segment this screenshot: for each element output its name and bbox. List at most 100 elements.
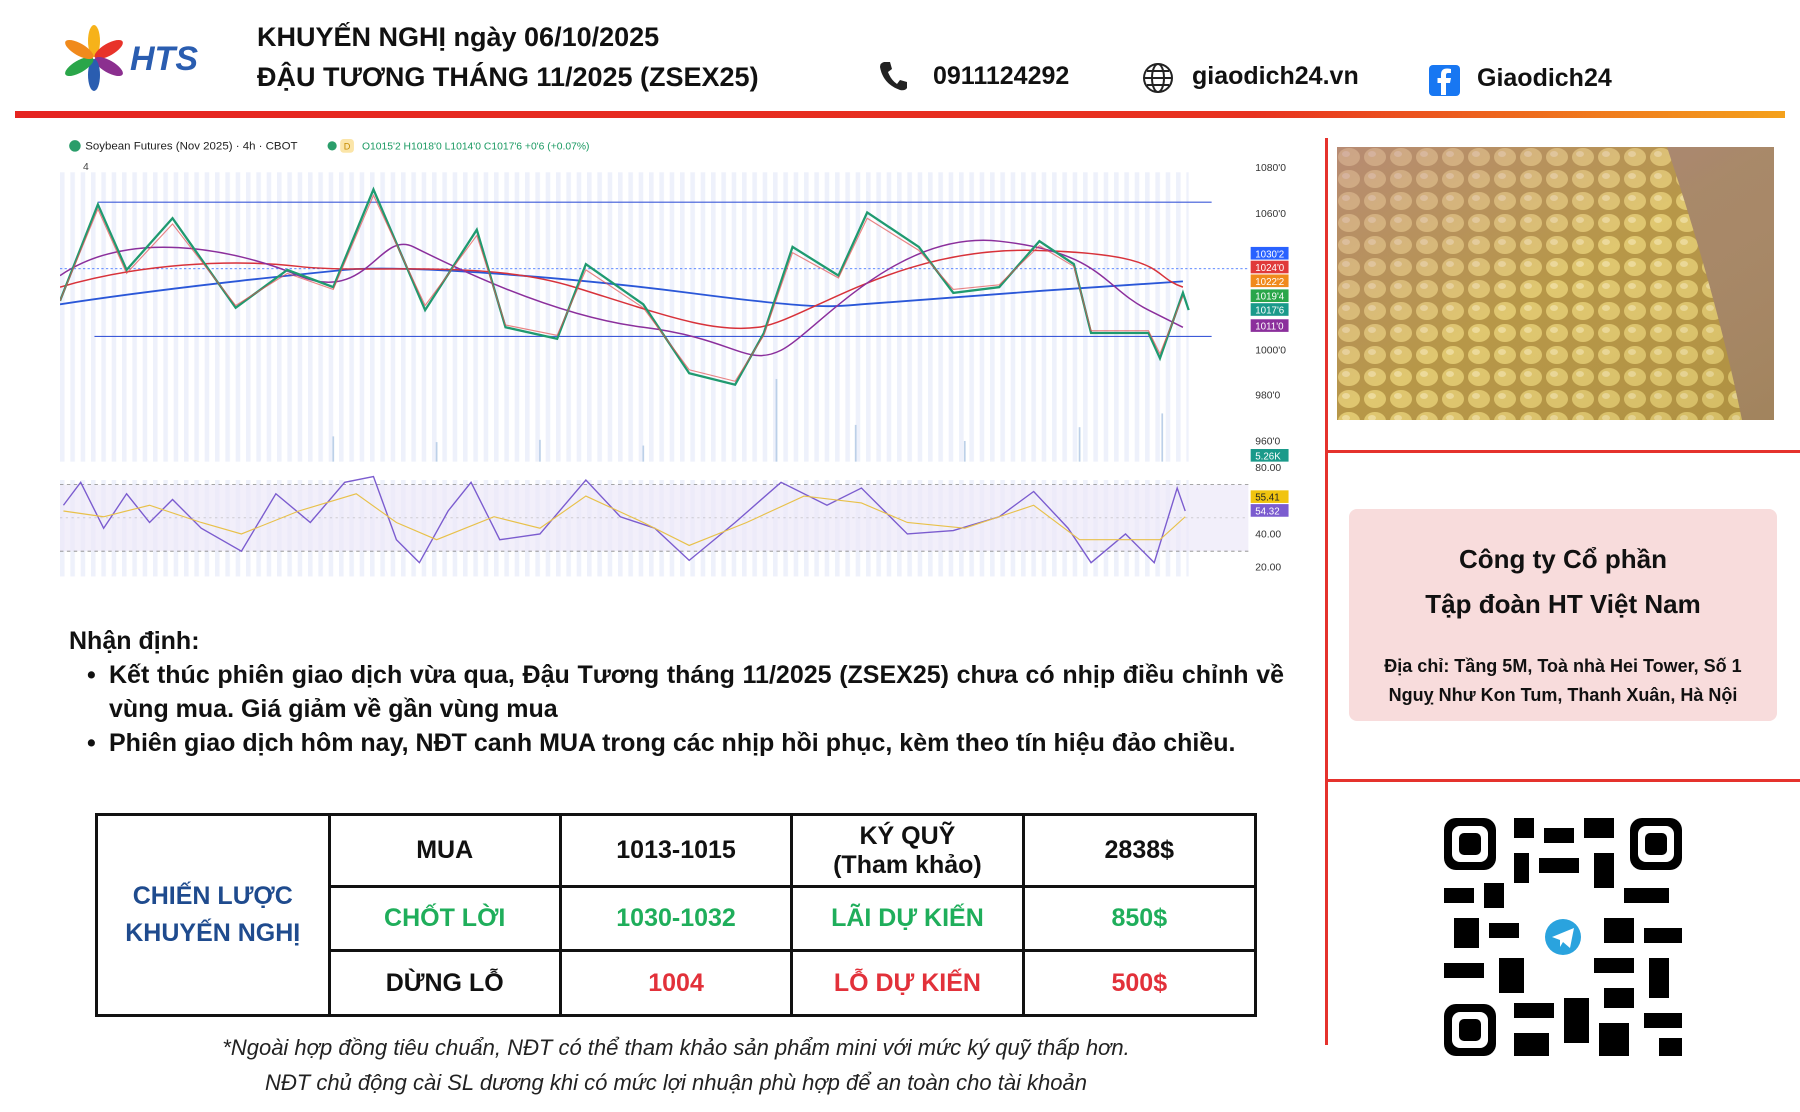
price-tag: 1022'2 — [1255, 277, 1284, 288]
cell: 1013-1015 — [558, 813, 794, 888]
g — [332, 378, 1164, 462]
logo-text: HTS — [130, 40, 198, 78]
ellipse — [65, 39, 94, 60]
g — [1143, 63, 1173, 93]
company-address: Địa chỉ: Tầng 5M, Toà nhà Hei Tower, Số … — [1384, 656, 1742, 676]
price-label: 1080'0 — [1255, 163, 1286, 174]
ellipse — [65, 56, 94, 77]
chart-screenshot: Soybean Futures (Nov 2025) · 4h · CBOT D… — [60, 132, 1292, 580]
rect — [1250, 504, 1289, 517]
indicator-count: 4 — [83, 162, 89, 173]
title-line: ĐẬU TƯƠNG THÁNG 11/2025 (ZSEX25) — [257, 62, 759, 92]
rect — [1459, 833, 1481, 855]
path — [60, 267, 1183, 308]
analysis-heading: Nhận định: — [69, 627, 200, 655]
path — [1552, 928, 1574, 948]
price-tag: 1011'0 — [1255, 322, 1284, 333]
tr: DỪNG LỖ 1004 LỖ DỰ KIẾN 500$ — [97, 949, 1258, 1017]
cell: 1004 — [558, 949, 794, 1017]
phone-icon — [880, 62, 907, 91]
path — [60, 249, 1184, 330]
divider — [1325, 779, 1800, 782]
label-line: CHIẾN LƯỢC — [132, 882, 293, 910]
rect — [1250, 303, 1289, 316]
polyline — [60, 193, 1184, 382]
cell: CHỐT LỜI — [327, 885, 562, 952]
path — [1437, 68, 1451, 95]
rect — [1459, 1019, 1481, 1041]
price-label: 960'0 — [1255, 436, 1280, 447]
oscillator-tag: 54.32 — [1255, 506, 1279, 517]
facebook-name: Giaodich24 — [1477, 64, 1612, 92]
price-tag: 5.26K — [1255, 451, 1281, 462]
g: 1080'0 1060'0 1000'0 980'0 960'0 80.00 4… — [1255, 163, 1286, 574]
rect — [1250, 319, 1289, 332]
globe-icon — [1143, 63, 1173, 93]
price-label: 1000'0 — [1255, 346, 1286, 357]
g — [1459, 833, 1667, 1041]
cell-line: KÝ QUỸ — [859, 821, 956, 850]
oscillator-tag: 55.41 — [1255, 493, 1279, 504]
cell: 850$ — [1021, 885, 1258, 952]
rect — [1337, 147, 1774, 420]
path — [880, 62, 907, 91]
circle — [69, 140, 81, 152]
analysis: Nhận định: Kết thúc phiên giao dịch vừa … — [69, 624, 1284, 760]
notes: *Ngoài hợp đồng tiêu chuẩn, NĐT có thể t… — [95, 1030, 1257, 1100]
ellipse — [94, 56, 123, 77]
company-box: Công ty Cổ phần Tập đoàn HT Việt Nam Địa… — [1349, 509, 1777, 721]
ohlc: O1015'2 H1018'0 L1014'0 C1017'6 +0'6 (+0… — [362, 141, 589, 152]
website: giaodich24.vn — [1192, 62, 1359, 90]
qr-code — [1444, 818, 1682, 1056]
rect — [340, 138, 354, 153]
price-tag: 1024'0 — [1255, 263, 1285, 274]
divider — [1325, 138, 1328, 1045]
facebook-icon — [1429, 65, 1460, 96]
price-label: 980'0 — [1255, 390, 1280, 401]
g: 1030'2 1024'0 1022'2 1019'4 1017'6 1011'… — [1250, 246, 1289, 517]
oscillator-label: 20.00 — [1255, 563, 1281, 574]
ellipse — [88, 59, 100, 91]
cell: DỪNG LỖ — [327, 949, 562, 1017]
circle — [327, 141, 337, 151]
oscillator-label: 80.00 — [1255, 463, 1281, 474]
path — [1444, 818, 1682, 1056]
tr: CHIẾN LƯỢC KHUYẾN NGHỊ MUA 1013-1015 KÝ Q… — [95, 813, 1258, 1017]
ellipse — [94, 39, 123, 60]
analysis-bullet: Kết thúc phiên giao dịch vừa qua, Đậu Tư… — [87, 658, 1284, 726]
label-line: KHUYẾN NGHỊ — [125, 919, 301, 947]
interval-badge: D — [344, 141, 351, 151]
polyline — [63, 493, 1186, 547]
cell: 500$ — [1021, 949, 1258, 1017]
rect — [1250, 449, 1289, 462]
rect — [60, 172, 1189, 462]
cell: LÃI DỰ KIẾN — [790, 885, 1025, 952]
cell: MUA — [327, 813, 562, 888]
header-bar — [15, 111, 1785, 118]
title-line: KHUYẾN NGHỊ ngày 06/10/2025 — [257, 22, 660, 52]
soybean-photo — [1337, 147, 1774, 420]
path — [60, 239, 1184, 357]
tbody: CHIẾN LƯỢC KHUYẾN NGHỊ MUA 1013-1015 KÝ Q… — [95, 813, 1258, 1017]
cell: 2838$ — [1021, 813, 1258, 888]
company-name: Công ty Cổ phần — [1459, 544, 1667, 574]
rect — [1250, 490, 1289, 503]
price-tag: 1017'6 — [1255, 306, 1284, 317]
company-name: Tập đoàn HT Việt Nam — [1425, 589, 1701, 619]
company-address: Nguỵ Như Kon Tum, Thanh Xuân, Hà Nội — [1388, 685, 1738, 705]
cell: KÝ QUỸ (Tham khảo) — [790, 813, 1025, 888]
note: NĐT chủ động cài SL dương khi có mức lợi… — [265, 1070, 1087, 1095]
chart-title: Soybean Futures (Nov 2025) · 4h · CBOT — [85, 140, 297, 152]
g — [65, 25, 123, 91]
analysis-bullet: Phiên giao dịch hôm nay, NĐT canh MUA tr… — [87, 726, 1284, 760]
rect — [1645, 833, 1667, 855]
ellipse — [88, 25, 100, 57]
rect — [1250, 260, 1289, 274]
note: *Ngoài hợp đồng tiêu chuẩn, NĐT có thể t… — [222, 1035, 1130, 1060]
rect — [1250, 246, 1289, 260]
oscillator-label: 40.00 — [1255, 529, 1281, 540]
rect — [1250, 289, 1289, 303]
polyline — [62, 475, 1186, 564]
logo: HTS — [65, 25, 198, 91]
